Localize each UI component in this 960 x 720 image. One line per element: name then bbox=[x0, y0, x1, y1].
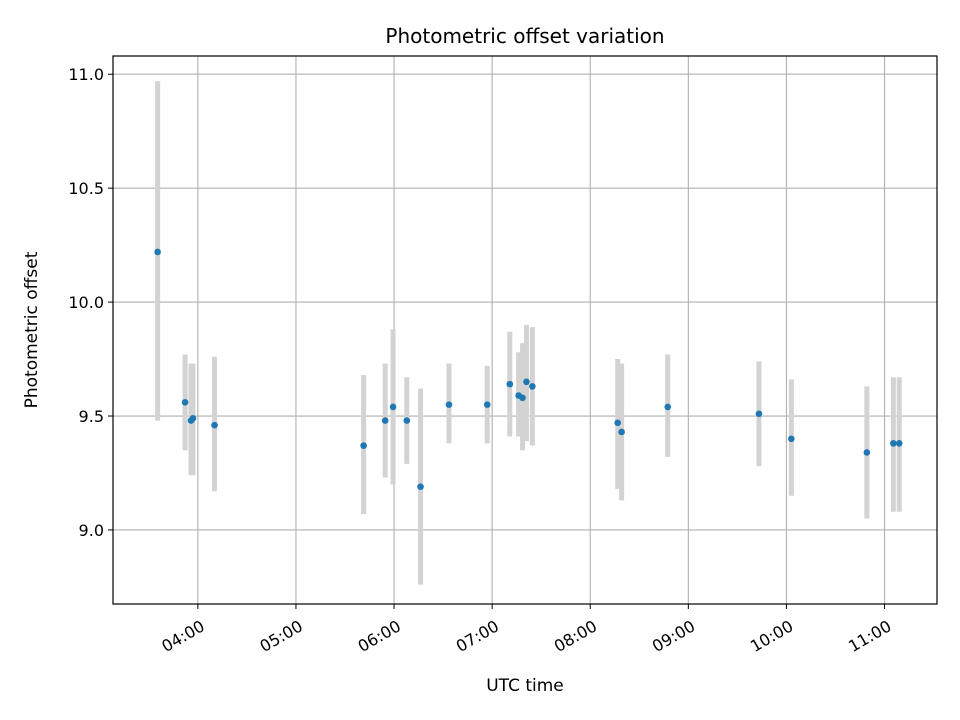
x-tick-label: 09:00 bbox=[649, 616, 698, 656]
data-point bbox=[618, 428, 625, 436]
data-point bbox=[381, 417, 389, 424]
data-point bbox=[506, 380, 514, 388]
data-point bbox=[445, 401, 453, 408]
data-point bbox=[211, 421, 218, 429]
y-tick-label: 9.0 bbox=[79, 521, 104, 540]
data-point bbox=[614, 419, 621, 427]
data-point bbox=[788, 435, 795, 443]
x-axis-title: UTC time bbox=[486, 676, 564, 696]
data-point bbox=[181, 399, 189, 406]
data-point bbox=[417, 483, 424, 490]
data-point bbox=[529, 383, 536, 390]
y-axis-ticks: 9.0 9.5 10.0 10.5 11.0 bbox=[68, 65, 113, 540]
data-point bbox=[360, 442, 367, 449]
plot-frame bbox=[112, 55, 938, 605]
data-point bbox=[895, 440, 903, 447]
y-tick-label: 11.0 bbox=[68, 65, 104, 84]
data-point bbox=[890, 440, 897, 447]
y-axis-title: Photometric offset bbox=[22, 251, 42, 408]
data-point bbox=[154, 248, 161, 256]
data-point bbox=[519, 394, 526, 402]
data-points bbox=[154, 248, 903, 490]
x-axis-ticks: 04:00 05:00 06:00 07:00 08:00 09:00 10:00 11:00 bbox=[158, 604, 895, 656]
x-tick-label: 08:00 bbox=[551, 616, 600, 656]
x-tick-label: 06:00 bbox=[355, 616, 404, 656]
data-point bbox=[755, 410, 763, 418]
data-point bbox=[483, 401, 491, 408]
x-tick-label: 04:00 bbox=[158, 616, 207, 656]
grid bbox=[113, 56, 937, 604]
x-tick-label: 10:00 bbox=[747, 616, 796, 656]
data-point bbox=[189, 414, 197, 422]
error-bars bbox=[155, 81, 902, 585]
x-tick-label: 11:00 bbox=[845, 616, 894, 656]
x-tick-label: 07:00 bbox=[453, 616, 502, 656]
data-point bbox=[664, 403, 672, 411]
x-tick-label: 05:00 bbox=[257, 616, 306, 656]
chart-title: Photometric offset variation bbox=[385, 24, 664, 48]
data-point bbox=[863, 449, 871, 456]
data-point bbox=[523, 378, 530, 386]
y-tick-label: 10.5 bbox=[68, 179, 104, 198]
y-tick-label: 9.5 bbox=[79, 407, 104, 426]
data-point bbox=[403, 417, 411, 424]
y-tick-label: 10.0 bbox=[68, 293, 104, 312]
data-point bbox=[389, 403, 397, 411]
